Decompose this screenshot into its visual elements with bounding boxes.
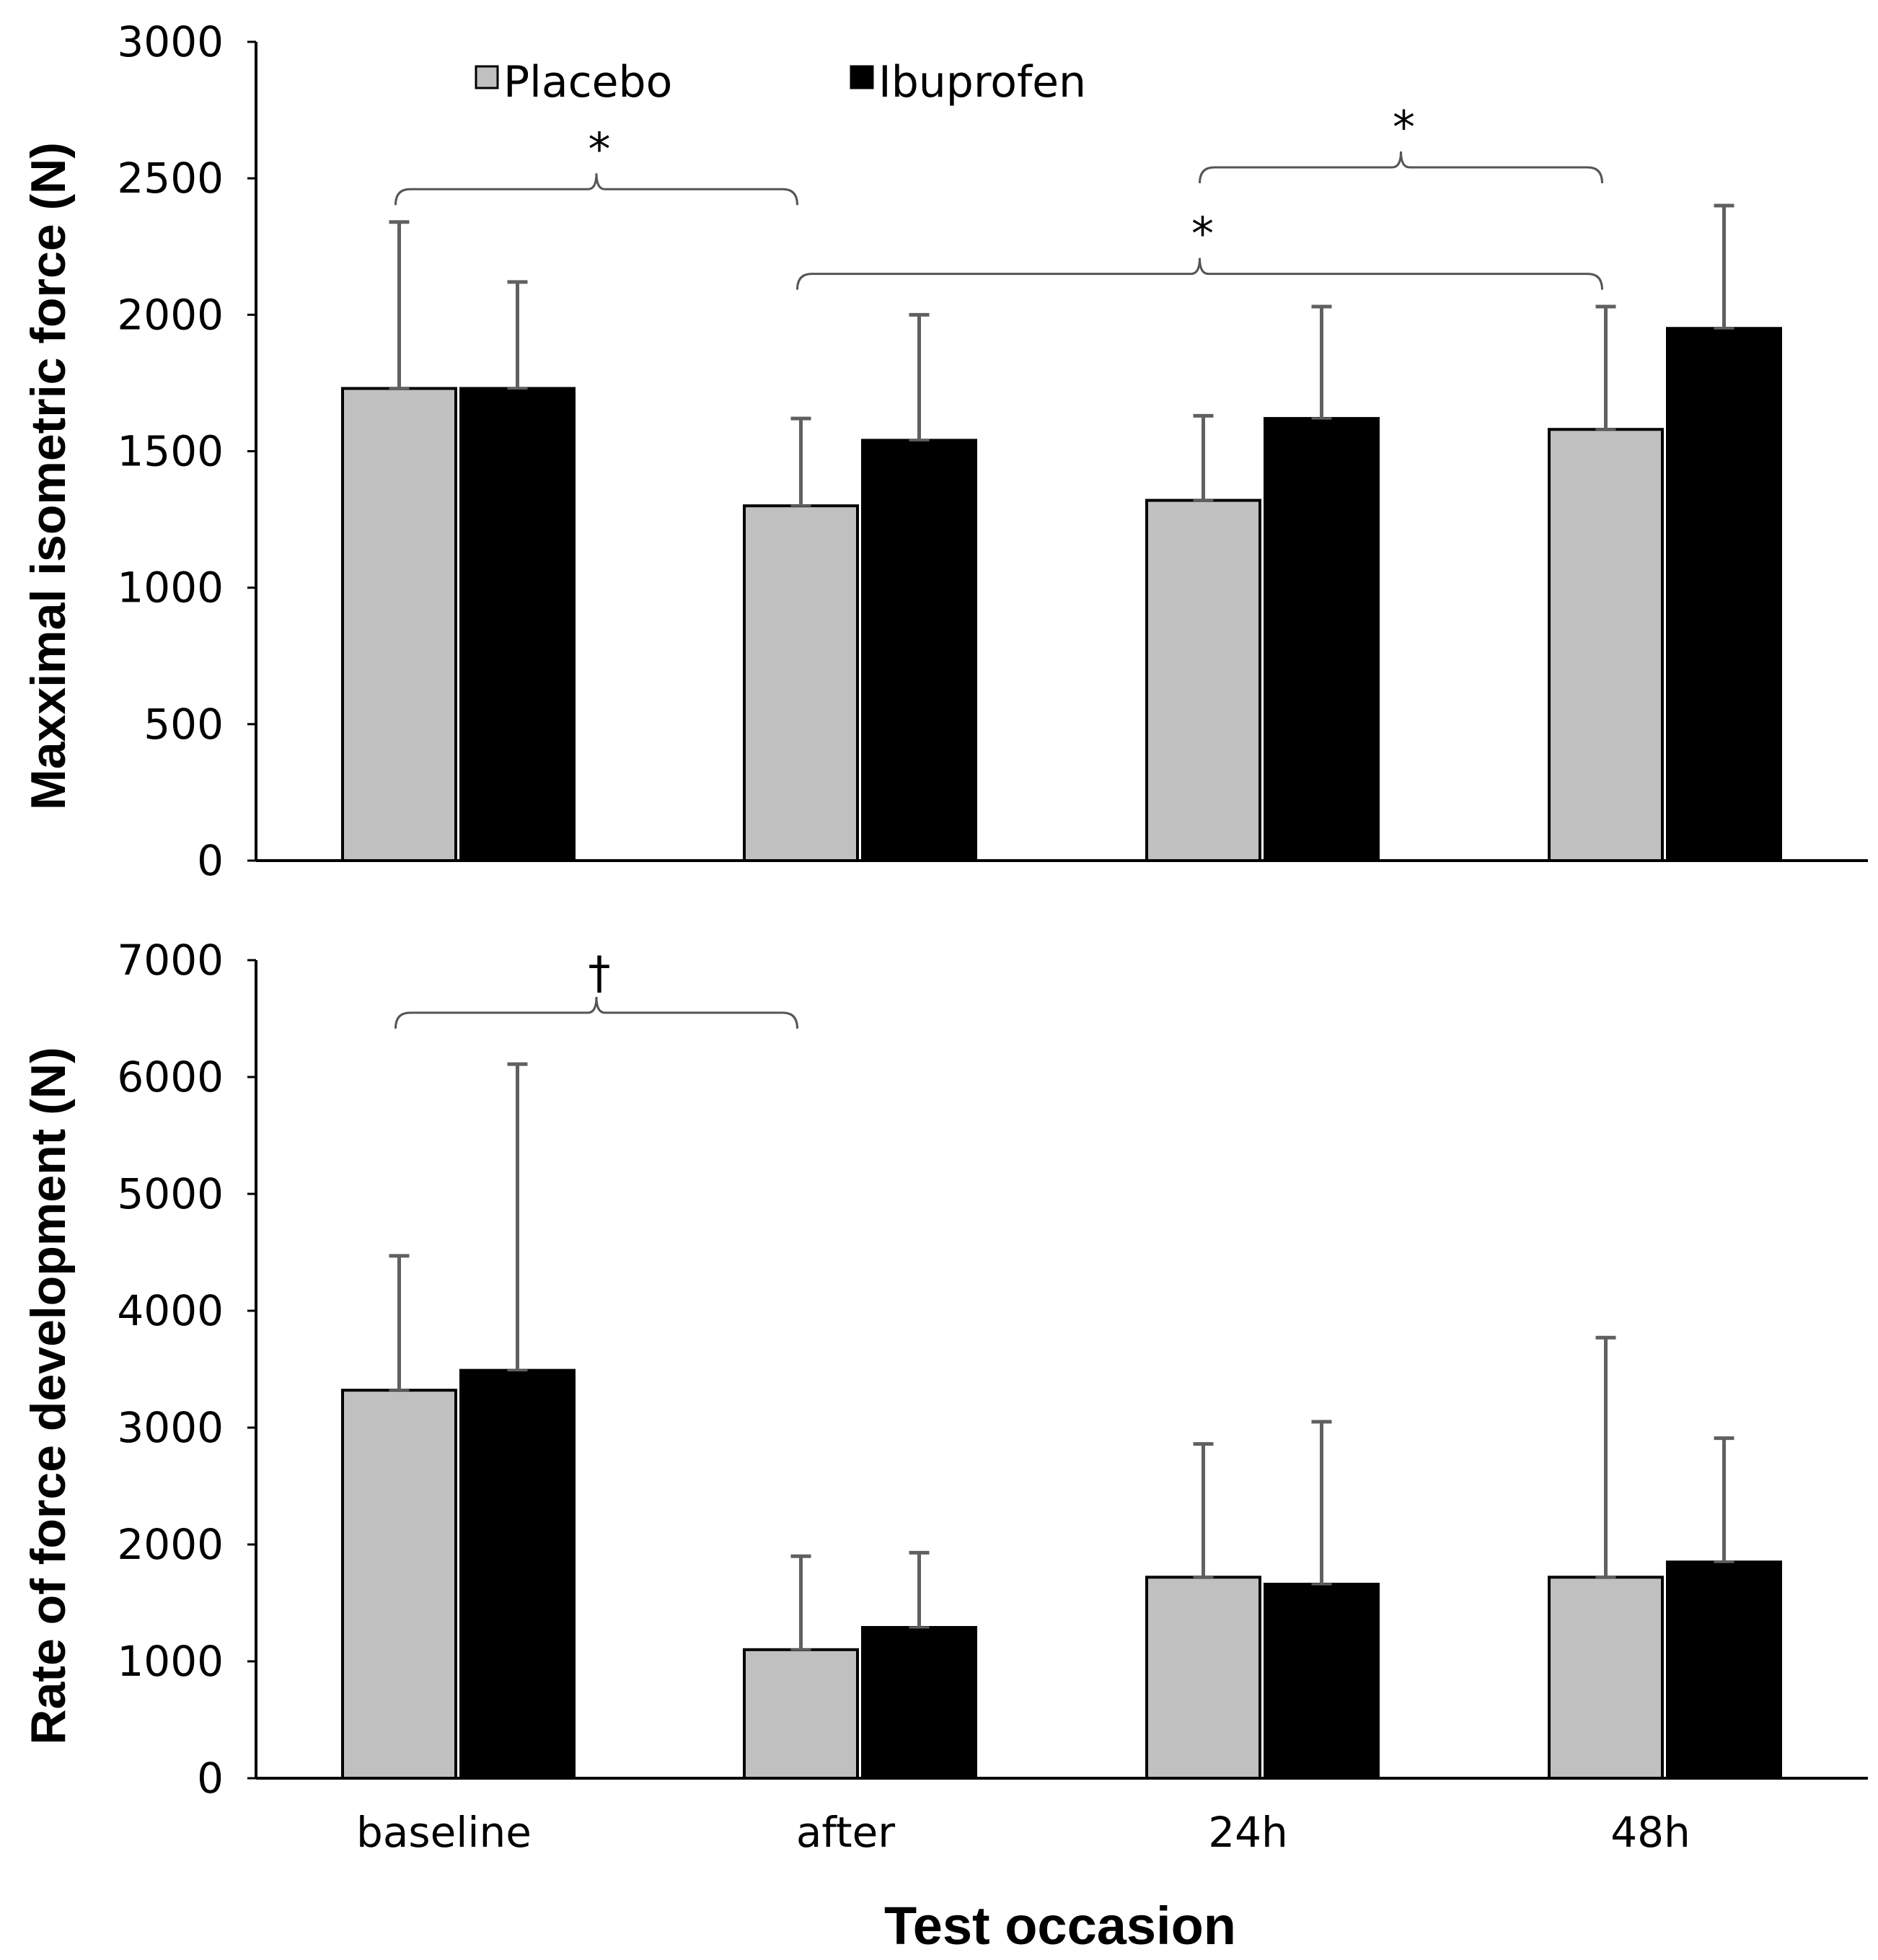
significance-bracket bbox=[394, 996, 798, 1029]
y-tick-label: 3000 bbox=[117, 1403, 224, 1452]
bar-placebo-after bbox=[743, 1648, 859, 1780]
bar-ibuprofen-after bbox=[861, 439, 977, 862]
y-tick-label: 4000 bbox=[117, 1286, 224, 1335]
bar-placebo-baseline bbox=[341, 387, 457, 862]
y-tick-label: 2500 bbox=[117, 154, 224, 203]
bar-ibuprofen-after bbox=[861, 1626, 977, 1780]
bar-placebo-after bbox=[743, 504, 859, 863]
bar-placebo-48h bbox=[1548, 1576, 1664, 1780]
y-tick-label: 2000 bbox=[117, 1520, 224, 1569]
y-tick-label: 1000 bbox=[117, 563, 224, 612]
y-axis-title: Rate of force development (N) bbox=[21, 1047, 76, 1744]
y-tick-label: 2000 bbox=[117, 290, 224, 339]
x-axis-title: Test occasion bbox=[884, 1896, 1236, 1956]
y-axis-title: Maxximal isometric force (N) bbox=[21, 142, 76, 810]
bar-ibuprofen-24h bbox=[1264, 1583, 1380, 1780]
x-tick-label: 24h bbox=[1208, 1808, 1288, 1857]
bar-ibuprofen-24h bbox=[1264, 417, 1380, 862]
legend-swatch-ibuprofen bbox=[850, 65, 874, 89]
y-tick-label: 7000 bbox=[117, 936, 224, 985]
legend-label-ibuprofen: Ibuprofen bbox=[878, 57, 1086, 107]
bar-ibuprofen-48h bbox=[1666, 327, 1782, 862]
y-tick-label: 0 bbox=[197, 836, 224, 885]
significance-bracket bbox=[394, 173, 798, 206]
bar-placebo-48h bbox=[1548, 428, 1664, 862]
panel-rate-of-force-development: 0 1000 2000 3000 4000 5000 6000 7000 Rate of for… bbox=[21, 936, 1868, 1857]
legend-swatch-placebo bbox=[475, 65, 499, 89]
bar-ibuprofen-48h bbox=[1666, 1560, 1782, 1780]
x-tick-label: after bbox=[796, 1808, 895, 1857]
bar-placebo-24h bbox=[1145, 1576, 1261, 1780]
y-tick-label: 1000 bbox=[117, 1637, 224, 1686]
x-tick-label: 48h bbox=[1610, 1808, 1690, 1857]
y-tick-label: 5000 bbox=[117, 1169, 224, 1218]
significance-marker: † bbox=[588, 946, 611, 999]
significance-marker: * bbox=[1393, 101, 1415, 154]
y-tick-label: 500 bbox=[144, 700, 224, 749]
y-tick-label: 3000 bbox=[117, 17, 224, 66]
bar-placebo-24h bbox=[1145, 498, 1261, 862]
bar-ibuprofen-baseline bbox=[459, 1368, 576, 1780]
y-tick-label: 1500 bbox=[117, 427, 224, 476]
legend-label-placebo: Placebo bbox=[503, 57, 672, 107]
significance-bracket bbox=[1199, 151, 1603, 184]
panel-max-isometric-force: 0 500 1000 1500 2000 2500 3000 Maxximal isometr… bbox=[21, 17, 1868, 885]
significance-bracket bbox=[796, 258, 1603, 290]
bar-ibuprofen-baseline bbox=[459, 387, 576, 862]
y-tick-label: 0 bbox=[197, 1754, 224, 1803]
significance-marker: * bbox=[588, 123, 611, 175]
significance-marker: * bbox=[1191, 208, 1214, 260]
bar-placebo-baseline bbox=[341, 1389, 457, 1780]
y-tick-label: 6000 bbox=[117, 1052, 224, 1102]
x-tick-label: baseline bbox=[356, 1808, 532, 1857]
